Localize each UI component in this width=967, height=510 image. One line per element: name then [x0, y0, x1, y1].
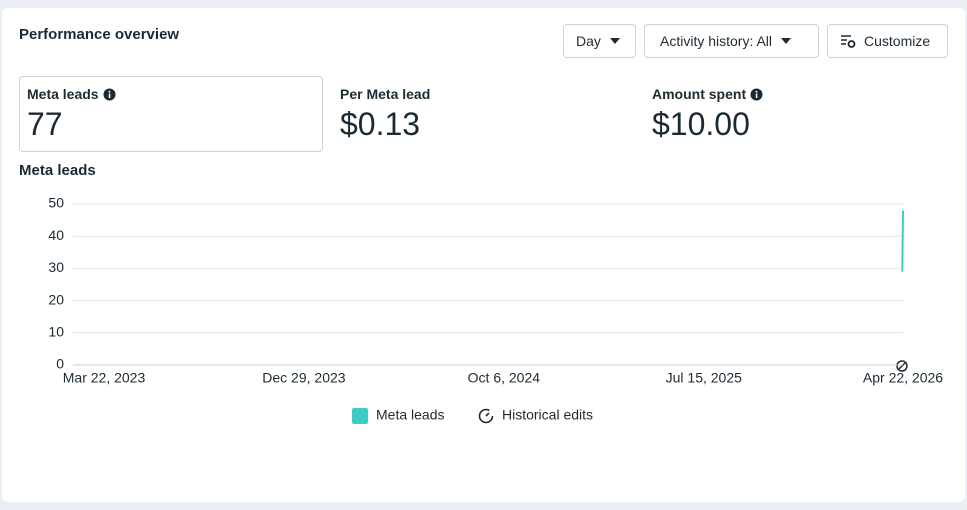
metric-label: Amount spent	[652, 86, 747, 102]
x-tick-label: Dec 29, 2023	[262, 370, 345, 386]
legend-label: Meta leads	[376, 407, 444, 423]
metric: Amount spent $10.00	[652, 86, 763, 143]
icon-circle	[478, 408, 494, 424]
info-icon[interactable]	[750, 88, 763, 101]
x-tick-label: Apr 22, 2026	[863, 370, 943, 386]
metric-value: $10.00	[652, 106, 750, 142]
series-line	[901, 210, 904, 272]
card	[2, 8, 965, 502]
chart: 0 10 20 30 40 50 Mar 22, 2023 Dec 29, 2023 Oct 6…	[48, 195, 943, 424]
x-tick-label: Mar 22, 2023	[63, 370, 146, 386]
panel-title: Performance overview	[19, 26, 180, 43]
button-label: Customize	[864, 33, 931, 49]
historical-edit-marker[interactable]	[896, 360, 908, 372]
metric-label: Per Meta lead	[340, 86, 431, 102]
day-dropdown[interactable]: Day	[563, 24, 636, 58]
x-tick-label: Oct 6, 2024	[468, 370, 541, 386]
customize-icon	[841, 35, 856, 48]
selected-metric-box[interactable]	[19, 76, 323, 152]
button-label: Day	[576, 33, 601, 49]
info-icon[interactable]	[103, 88, 116, 101]
x-tick-label: Jul 15, 2025	[666, 370, 742, 386]
metric-value: $0.13	[340, 106, 421, 142]
y-tick-label: 10	[48, 324, 64, 340]
icon-hand	[485, 412, 490, 417]
activity-dropdown[interactable]: Activity history: All	[644, 24, 819, 58]
metric-value: 77	[27, 106, 63, 142]
legend-label: Historical edits	[502, 407, 593, 423]
button-label: Activity history: All	[660, 33, 773, 49]
y-tick-label: 50	[48, 195, 64, 211]
caret	[609, 38, 620, 44]
y-tick-label: 30	[48, 259, 64, 275]
y-tick-label: 20	[48, 291, 64, 307]
y-tick-label: 0	[56, 356, 64, 372]
customize-button[interactable]: Customize	[827, 24, 948, 58]
metric: Meta leads 77	[27, 86, 116, 143]
y-tick-label: 40	[48, 227, 64, 243]
metric: Per Meta lead $0.13	[340, 86, 430, 143]
chart-title: Meta leads	[19, 162, 96, 179]
legend: Meta leads Historical edits	[352, 407, 593, 424]
legend-swatch	[352, 408, 368, 424]
metric-label: Meta leads	[27, 86, 99, 102]
legend-icon	[478, 408, 494, 424]
caret	[781, 38, 792, 44]
